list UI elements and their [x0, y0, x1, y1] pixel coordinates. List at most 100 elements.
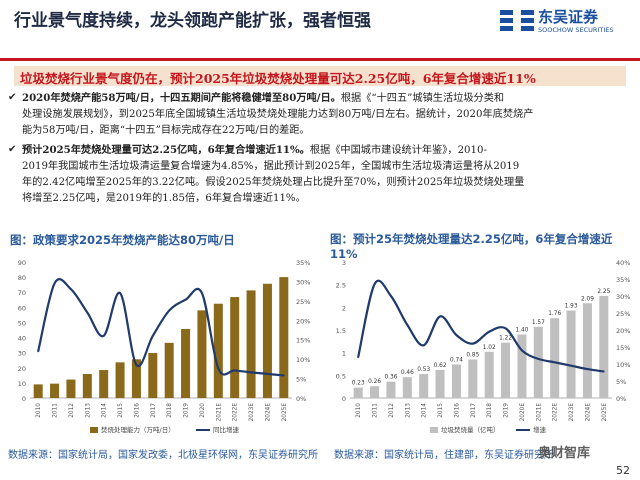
- y-right-tick-label: 15%: [616, 344, 630, 352]
- x-tick-label: 2017: [471, 403, 477, 418]
- line-point: [390, 295, 392, 297]
- x-tick-label: 2021E: [216, 403, 222, 422]
- line-point: [37, 350, 40, 353]
- banner-text: 垃圾焚烧行业景气度仍在，预计2025年垃圾焚烧处理量可达2.25亿吨，6年复合增…: [20, 71, 536, 86]
- line-point: [373, 283, 376, 285]
- bar: [148, 352, 158, 398]
- y-left-tick-label: 70: [18, 289, 26, 297]
- bar: [131, 359, 141, 398]
- bullet-2-line-4: 将增至2.25亿吨，是2019年的1.85倍，6年复合增速近11%。: [22, 193, 306, 204]
- bar-data-label: 0.74: [450, 357, 463, 363]
- x-tick-label: 2025E: [282, 403, 288, 422]
- y-right-tick-label: 40%: [616, 259, 630, 267]
- line-point: [439, 315, 441, 318]
- bar: [197, 310, 207, 398]
- y-left-tick-label: 2: [342, 304, 346, 312]
- x-tick-label: 2022E: [233, 403, 239, 422]
- line-point: [455, 334, 458, 336]
- bar: [370, 386, 380, 398]
- y-right-tick-label: 25%: [296, 298, 310, 306]
- line-point: [201, 292, 203, 294]
- x-tick-label: 2017: [151, 403, 157, 418]
- check-icon: ✔: [8, 144, 17, 155]
- x-tick-label: 2018: [487, 403, 493, 418]
- brand-logo: 东吴证券 SOOCHOW SECURITIES: [500, 4, 630, 40]
- bar-data-label: 2.25: [597, 289, 610, 295]
- line-point: [586, 368, 589, 370]
- bar: [468, 359, 478, 398]
- line-point: [184, 298, 187, 301]
- y-left-tick-label: 1: [342, 350, 346, 358]
- bar-data-label: 1.76: [548, 311, 561, 317]
- watermark: 奥财智库: [538, 446, 591, 461]
- y-right-tick-label: 5%: [616, 378, 626, 386]
- x-tick-label: 2011: [373, 403, 379, 418]
- logo-text-cn: 东吴证券: [538, 8, 599, 26]
- x-tick-label: 2015: [438, 403, 444, 418]
- bar: [533, 326, 543, 398]
- check-icon: ✔: [8, 92, 17, 103]
- y-right-tick-label: 30%: [616, 293, 630, 301]
- bar: [50, 383, 60, 398]
- x-tick-label: 2021E: [536, 403, 542, 422]
- bar-data-label: 0.62: [434, 363, 447, 369]
- line-point: [537, 358, 540, 360]
- line-point: [250, 371, 252, 374]
- y-left-tick-label: 40: [18, 335, 26, 343]
- y-right-tick-label: 20%: [296, 317, 310, 325]
- line-point: [135, 364, 138, 366]
- x-tick-label: 2011: [53, 403, 59, 418]
- y-right-tick-label: 15%: [296, 337, 310, 345]
- bar: [386, 381, 396, 398]
- bar-data-label: 1.02: [483, 345, 496, 351]
- page-title: 行业景气度持续，龙头领跑产能扩张，强者恒强: [14, 11, 371, 31]
- chart-left-caption: 图：政策要求2025年焚烧产能达80万吨/日: [10, 233, 235, 247]
- x-tick-label: 2013: [405, 403, 411, 418]
- x-tick-label: 2019: [184, 403, 190, 418]
- y-left-tick-label: 0: [342, 395, 346, 403]
- bar: [115, 362, 125, 398]
- bar-data-label: 1.22: [499, 336, 512, 342]
- line-point: [119, 292, 121, 294]
- chart-capacity: 0 10 20 30 40 50 60 70 80 90 0% 5% 10% 15% 20% 25% 30% 35…: [18, 259, 311, 434]
- line-point: [86, 311, 89, 314]
- line-point: [357, 356, 360, 359]
- y-right-tick-label: 0%: [296, 395, 306, 403]
- y-left-tick-label: 3: [342, 259, 346, 267]
- x-tick-label: 2010: [356, 403, 362, 418]
- bullet-1-line-3: 能为58万吨/日，距离“十四五”目标完成存在22万吨/日的差距。: [22, 125, 310, 136]
- y-right-tick-label: 10%: [296, 356, 310, 364]
- bar: [451, 364, 461, 398]
- line-point: [553, 361, 556, 364]
- line-point: [602, 370, 605, 373]
- bar-data-label: 0.46: [401, 370, 414, 376]
- bar: [517, 334, 527, 398]
- line-point: [504, 327, 507, 330]
- x-tick-label: 2020E: [520, 403, 526, 422]
- growth-line: [357, 279, 604, 373]
- bar-data-label: 0.36: [384, 375, 397, 381]
- bullet-2-line-1: 根据《中国城市建设统计年鉴》，2010-: [309, 145, 487, 156]
- line-point: [233, 369, 236, 372]
- y-left-tick-label: 2.5: [336, 282, 346, 290]
- bar: [246, 290, 256, 398]
- bar: [566, 310, 576, 398]
- bar: [82, 373, 92, 398]
- y-right-tick-label: 25%: [616, 310, 630, 318]
- y-left-tick-label: 10: [18, 380, 26, 388]
- bar-data-label: 0.53: [417, 367, 430, 373]
- bar: [550, 318, 560, 398]
- y-right-tick-label: 35%: [296, 259, 310, 267]
- x-tick-label: 2012: [69, 403, 75, 418]
- bullet-2-headline: 预计2025年焚烧处理量可达2.25亿吨，6年复合增速近11%。: [22, 144, 310, 156]
- line-point: [521, 349, 523, 352]
- legend-swatch-bar: [90, 427, 98, 433]
- legend-label-bar: 焚烧处理能力（万吨/日）: [101, 425, 175, 434]
- bar: [213, 303, 223, 398]
- line-point: [151, 334, 154, 337]
- line-point: [53, 282, 56, 285]
- y-right-tick-label: 5%: [296, 376, 306, 384]
- line-point: [422, 344, 425, 347]
- bar: [181, 328, 191, 398]
- x-tick-label: 2024E: [585, 403, 591, 422]
